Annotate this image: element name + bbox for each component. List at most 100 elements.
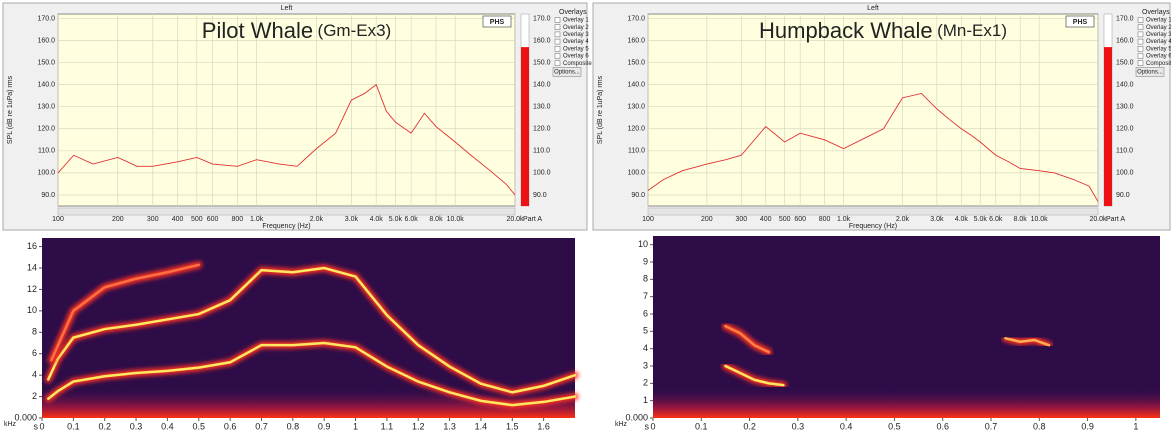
spectrum-line [57,83,516,196]
y-axis-label: kHz [4,421,17,428]
x-tick-label: 1.4 [475,421,488,431]
legend-checkbox[interactable] [554,17,561,23]
legend-checkbox[interactable] [554,60,561,66]
y2-tick-label: 160.0 [533,37,551,44]
x-tick-label: 4.0k [955,216,969,223]
y2-tick-label: 170.0 [533,15,551,22]
y-tick-label: 1 [643,395,648,405]
options-button[interactable] [552,67,582,77]
x-tick-label: 0.9 [1081,421,1094,431]
meter-label: Part A [523,216,542,223]
noise-floor [653,388,1160,418]
x-tick-label: 0.2 [98,421,111,431]
legend-checkbox[interactable] [554,53,561,59]
x-axis-label: s [645,421,650,431]
options-label: Options... [554,69,580,75]
track [47,266,577,394]
legend-checkbox[interactable] [554,38,561,45]
y-axis-label: SPL (dB re 1uPa) rms [7,75,14,144]
y-tick-label: 150.0 [37,59,55,66]
y-tick-label: 10 [27,305,37,315]
legend-item: Overlay 1 [563,18,589,24]
y2-tick-label: 150.0 [1116,59,1134,66]
x-tick-label: 1.0k [837,216,851,223]
title-sub: (Mn-Ex1) [937,21,1007,40]
x-tick-label: 0.4 [840,421,853,431]
legend-title: Overlays [1142,9,1170,16]
x-tick-label: 0.1 [67,421,80,431]
x-tick-label: 100 [642,216,654,223]
y-tick-label: 12 [27,284,37,294]
legend-item: Overlay 4 [1146,39,1171,45]
options-button[interactable] [1135,67,1165,77]
y-tick-label: 140.0 [627,81,645,88]
legend-checkbox[interactable] [1137,17,1144,23]
x-tick-label: 0.7 [985,421,998,431]
x-tick-label: 200 [112,216,124,223]
y-tick-label: 2 [32,391,37,401]
x-tick-label: 0.7 [255,421,268,431]
y2-tick-label: 130.0 [533,104,551,111]
x-tick-label: 300 [147,216,159,223]
x-tick-label: 6.0k [405,216,419,223]
x-tick-label: 1.2 [412,421,425,431]
x-tick-label: 3.0k [345,216,359,223]
y-tick-label: 3 [643,360,648,370]
y2-tick-label: 110.0 [1116,148,1133,155]
legend-checkbox[interactable] [554,31,561,38]
x-tick-label: 4.0k [370,216,384,223]
y-tick-label: 160.0 [627,37,645,44]
legend-checkbox[interactable] [1137,46,1144,52]
legend-checkbox[interactable] [1137,53,1144,59]
x-tick-label: 0.5 [888,421,901,431]
y-tick-label: 8 [643,274,648,284]
panel-header: Left [281,5,293,12]
x-tick-label: 0.8 [287,421,300,431]
legend-checkbox[interactable] [1137,60,1144,66]
x-axis-label: Frequency (Hz) [849,223,897,230]
y-tick-label: 170.0 [627,15,645,22]
legend-checkbox[interactable] [554,46,561,52]
chart-title: Humpback Whale (Mn-Ex1) [759,18,1007,43]
x-tick-label: 400 [760,216,772,223]
badge [1065,15,1095,28]
plot-area [647,13,1099,207]
x-tick-label: 10.0k [447,216,465,223]
x-tick-label: 20.0k [506,216,524,223]
legend-item: Overlay 3 [563,32,589,38]
x-tick-label: 20.0k [1089,216,1107,223]
x-tick-label: 3.0k [930,216,944,223]
legend-checkbox[interactable] [554,24,561,30]
chart-title: Pilot Whale (Gm-Ex3) [202,18,391,43]
track [50,263,201,362]
meter-label: Part A [1106,216,1125,223]
x-tick-label: 10.0k [1031,216,1049,223]
y2-tick-label: 110.0 [533,148,550,155]
y2-tick-label: 170.0 [1116,15,1134,22]
x-tick-label: 0 [39,421,44,431]
y-tick-label: 8 [32,327,37,337]
x-tick-label: 6.0k [989,216,1003,223]
x-tick-label: 0 [650,421,655,431]
y-tick-label: 130.0 [37,104,55,111]
y-tick-label: 5 [643,326,648,336]
y-tick-label: 10 [638,239,648,249]
legend-item: Overlay 3 [1146,32,1171,38]
x-tick-label: 1.3 [443,421,456,431]
legend-checkbox[interactable] [1137,31,1144,38]
y-tick-label: 120.0 [37,126,55,133]
x-tick-label: 0.6 [224,421,237,431]
x-tick-label: 2.0k [310,216,324,223]
scrollbar [57,207,516,216]
y-tick-label: 130.0 [627,104,645,111]
plot-area [57,13,516,207]
x-tick-label: 800 [819,216,831,223]
track [724,324,771,354]
legend-checkbox[interactable] [1137,38,1144,45]
legend-checkbox[interactable] [1137,24,1144,30]
x-tick-label: 0.9 [318,421,331,431]
x-axis-label: s [34,421,39,431]
y2-tick-label: 90.0 [533,192,547,199]
y2-tick-label: 150.0 [533,59,551,66]
